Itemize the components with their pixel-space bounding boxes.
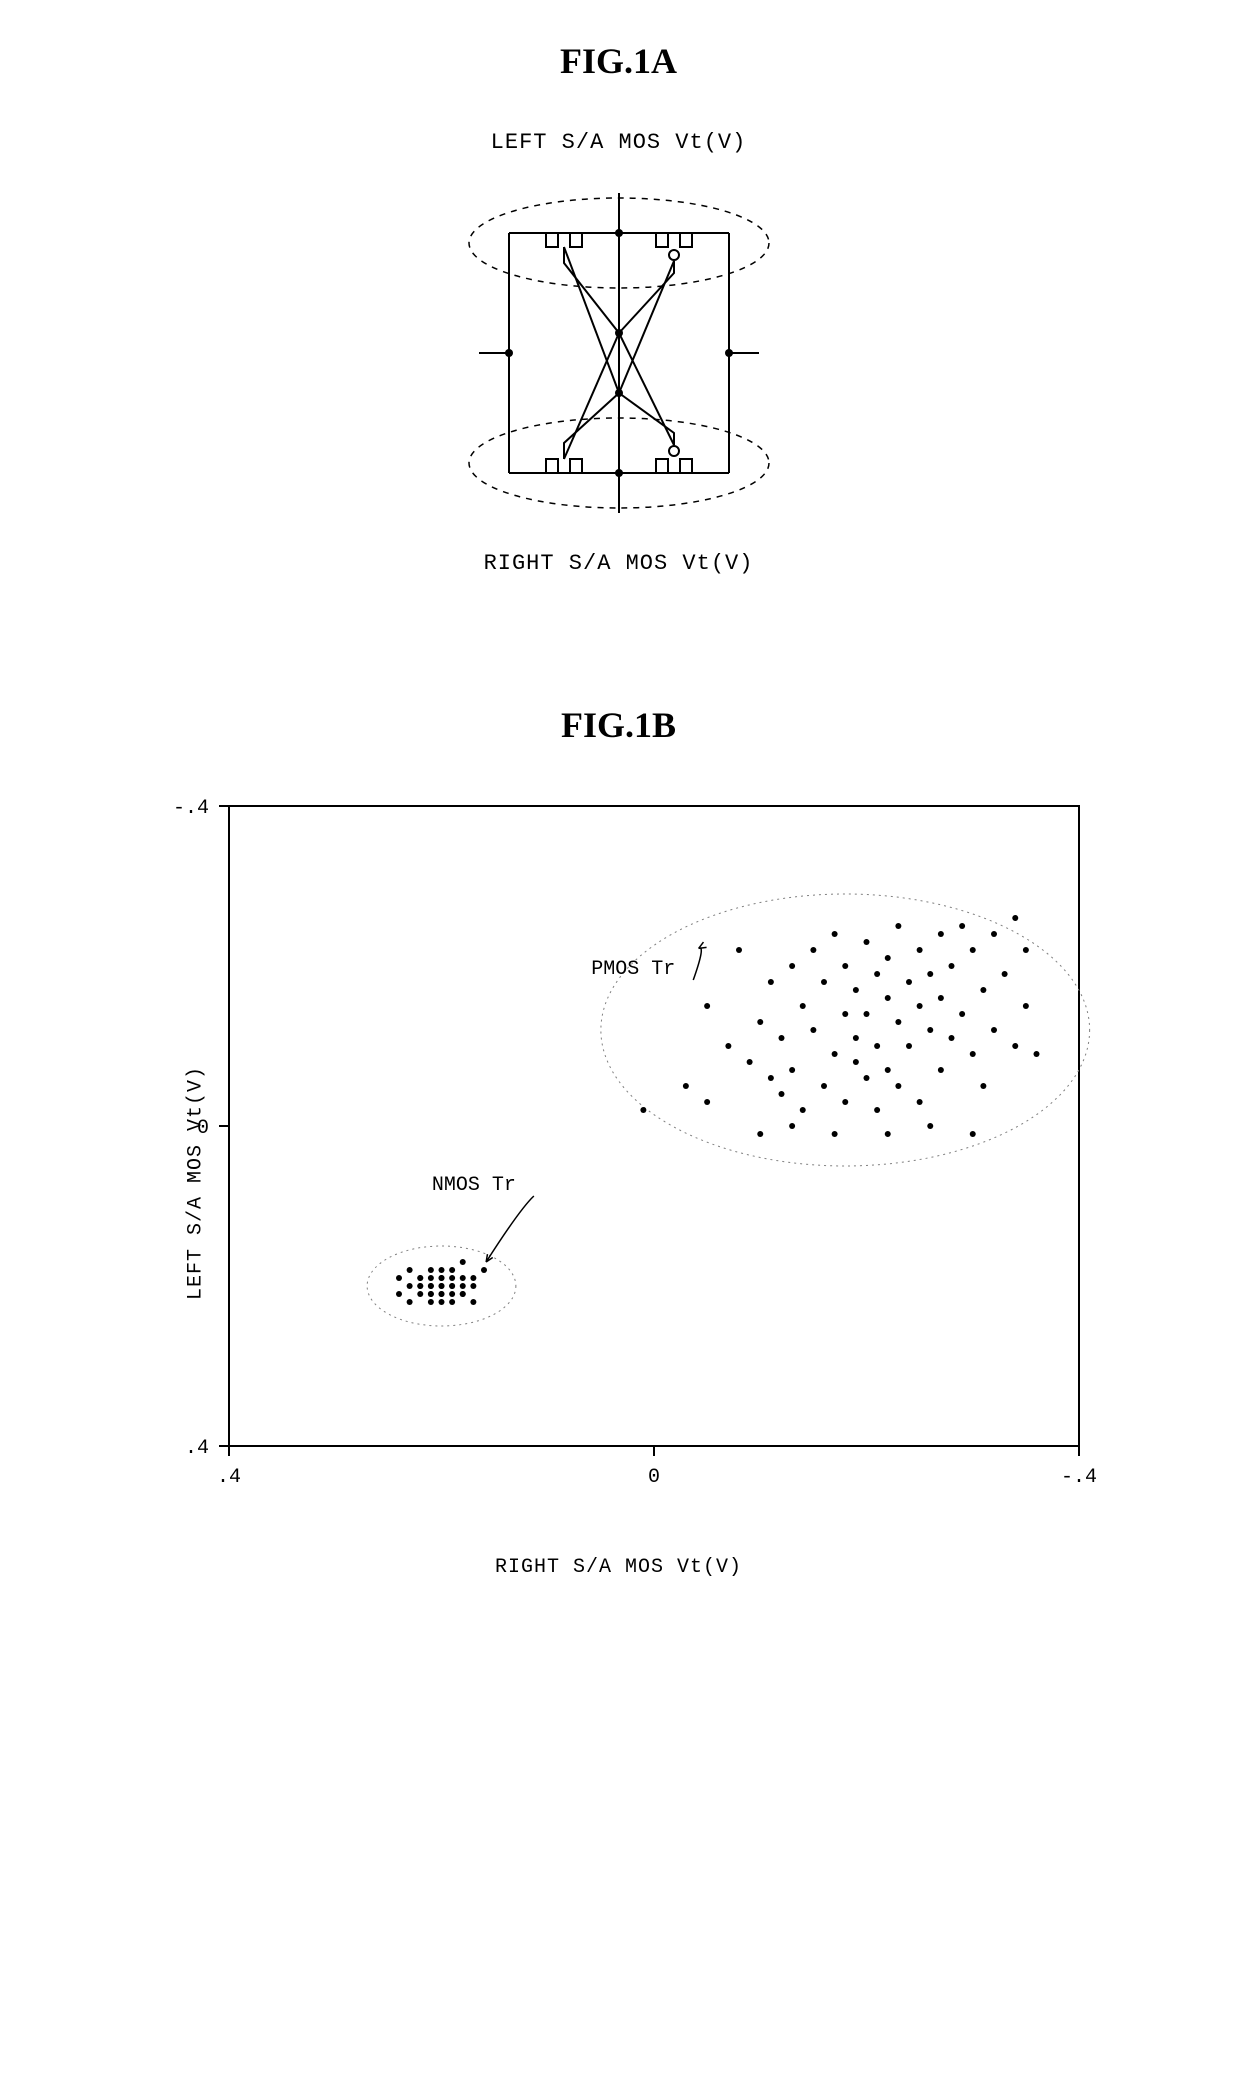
- fig1b-xlabel: RIGHT S/A MOS Vt(V): [495, 1556, 742, 1579]
- figure-1a: FIG.1A LEFT S/A MOS Vt(V) RIGHT S/A MOS …: [40, 40, 1197, 584]
- svg-text:-.4: -.4: [172, 797, 208, 820]
- svg-text:NMOS Tr: NMOS Tr: [431, 1174, 515, 1197]
- svg-text:0: 0: [647, 1466, 659, 1489]
- fig1a-bottom-label: RIGHT S/A MOS Vt(V): [484, 551, 754, 576]
- fig1a-container: LEFT S/A MOS Vt(V) RIGHT S/A MOS Vt(V): [439, 122, 799, 584]
- svg-text:.4: .4: [216, 1466, 240, 1489]
- fig1b-title: FIG.1B: [561, 704, 676, 746]
- fig1a-top-label: LEFT S/A MOS Vt(V): [491, 130, 747, 155]
- figure-1b: FIG.1B LEFT S/A MOS Vt(V) .40-.4-.40.4PM…: [40, 704, 1197, 1579]
- svg-text:.4: .4: [184, 1437, 208, 1460]
- svg-text:-.4: -.4: [1060, 1466, 1096, 1489]
- fig1b-scatter-plot: .40-.4-.40.4PMOS TrNMOS Tr: [139, 786, 1099, 1506]
- fig1a-title: FIG.1A: [560, 40, 677, 82]
- fig1b-ylabel: LEFT S/A MOS Vt(V): [184, 1065, 207, 1299]
- fig1a-circuit: [439, 163, 799, 543]
- fig1b-chart-container: LEFT S/A MOS Vt(V) .40-.4-.40.4PMOS TrNM…: [139, 786, 1099, 1579]
- svg-text:PMOS Tr: PMOS Tr: [591, 958, 675, 981]
